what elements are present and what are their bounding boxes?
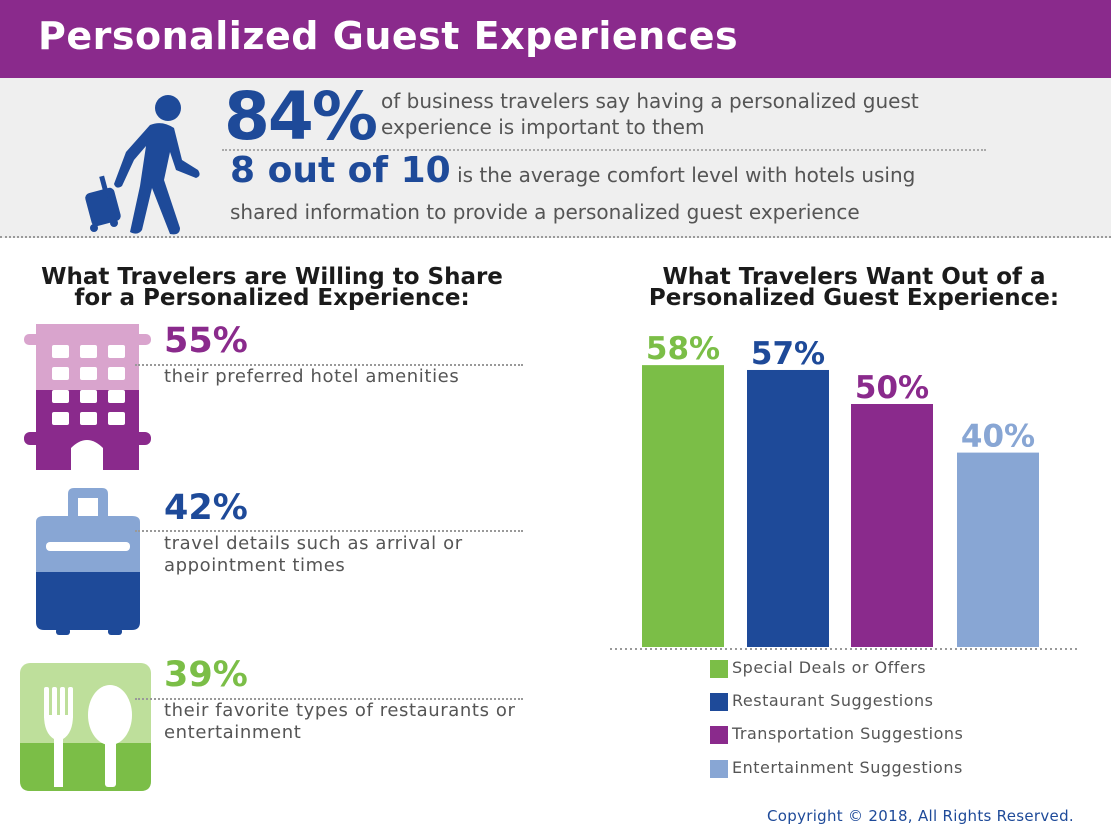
fork-spoon-icon <box>20 663 151 791</box>
share-divider <box>135 530 523 532</box>
legend-swatch-entertainment <box>710 760 728 778</box>
bar-label-transportation-suggestions: 50% <box>855 370 929 406</box>
bar-entertainment-suggestions <box>957 452 1039 647</box>
share-percent-travel-details: 42% <box>164 488 248 528</box>
traveler-with-luggage-icon <box>85 95 200 235</box>
stat-8-of-10-line: 8 out of 10 is the average comfort level… <box>230 150 1030 191</box>
stat-8-of-10: 8 out of 10 <box>230 150 451 191</box>
page-title: Personalized Guest Experiences <box>38 14 739 58</box>
stat-divider <box>222 149 986 151</box>
stat-8-of-10-description-cont: shared information to provide a personal… <box>230 200 860 224</box>
bar-label-entertainment-suggestions: 40% <box>961 419 1035 455</box>
bar-restaurant-suggestions <box>747 369 829 647</box>
bar-label-restaurant-suggestions: 57% <box>751 336 825 372</box>
hotel-building-icon <box>24 324 151 470</box>
legend-swatch-special-deals <box>710 660 728 678</box>
stat-84-description: of business travelers say having a perso… <box>381 89 919 139</box>
want-out-of-title: What Travelers Want Out of a Personalize… <box>648 264 1060 311</box>
suitcase-icon <box>36 488 140 635</box>
stats-band: 84% of business travelers say having a p… <box>0 78 1111 238</box>
legend-label-entertainment: Entertainment Suggestions <box>732 758 963 777</box>
header-banner: Personalized Guest Experiences <box>0 0 1111 78</box>
share-percent-restaurants: 39% <box>164 655 248 695</box>
legend-swatch-transportation <box>710 726 728 744</box>
stat-84-percent: 84% <box>224 78 378 155</box>
share-text-travel-details: travel details such as arrival or appoin… <box>164 533 463 576</box>
share-percent-amenities: 55% <box>164 321 248 361</box>
bar-label-special-deals-or-offers: 58% <box>646 331 720 367</box>
bar-special-deals-or-offers <box>642 365 724 647</box>
legend-label-restaurant: Restaurant Suggestions <box>732 691 934 710</box>
stat-8-of-10-description: is the average comfort level with hotels… <box>450 163 916 187</box>
share-text-restaurants: their favorite types of restaurants or e… <box>164 700 516 743</box>
share-divider <box>135 698 523 700</box>
share-divider <box>135 364 523 366</box>
legend-swatch-restaurant <box>710 693 728 711</box>
want-out-of-bar-chart: 58% 57% 50% 40% <box>610 331 1080 650</box>
legend-label-special-deals: Special Deals or Offers <box>732 658 927 677</box>
legend-label-transportation: Transportation Suggestions <box>732 724 964 743</box>
bar-transportation-suggestions <box>851 404 933 647</box>
copyright: Copyright © 2018, All Rights Reserved. <box>767 807 1074 825</box>
share-text-amenities: their preferred hotel amenities <box>164 366 460 387</box>
willing-to-share-title: What Travelers are Willing to Share for … <box>41 264 503 311</box>
